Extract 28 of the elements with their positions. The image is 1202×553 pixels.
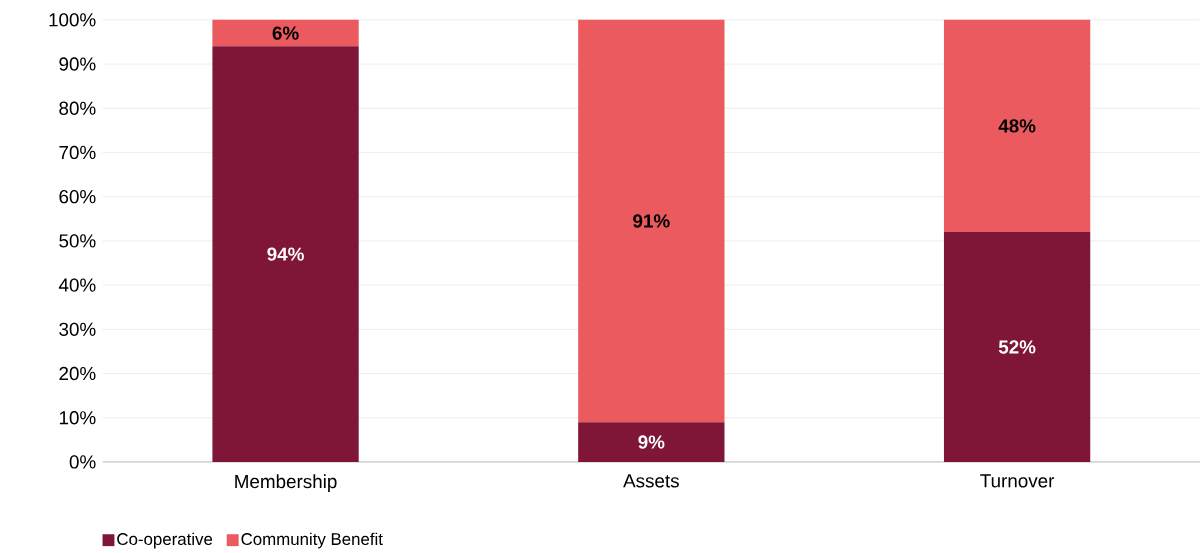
legend-label: Co-operative — [117, 532, 213, 549]
y-tick-label: 20% — [59, 366, 96, 381]
x-tick-label: Turnover — [980, 474, 1055, 488]
x-tick-label: Membership — [235, 474, 337, 492]
y-tick-label: 30% — [59, 322, 96, 336]
y-tick-label: 70% — [59, 145, 96, 160]
bar — [943, 231, 1091, 462]
y-tick-label: 60% — [59, 189, 96, 204]
data-label: 48% — [998, 119, 1036, 133]
y-tick-label: 40% — [58, 278, 96, 292]
data-label: 52% — [998, 340, 1036, 354]
y-tick-label: 90% — [59, 57, 96, 71]
bar — [212, 19, 359, 47]
x-tick-label: Assets — [623, 474, 679, 488]
data-label: 9% — [638, 435, 665, 449]
y-tick-label: 50% — [59, 234, 96, 248]
data-label: 6% — [272, 26, 299, 40]
y-tick-label: 0% — [69, 455, 96, 469]
bar — [578, 19, 725, 423]
y-tick-label: 10% — [59, 410, 96, 425]
bar — [578, 422, 725, 462]
bar — [943, 19, 1091, 232]
data-label: 94% — [267, 247, 304, 261]
bar — [212, 46, 359, 462]
legend-label: Community Benefit — [241, 532, 383, 549]
y-tick-label: 80% — [59, 101, 96, 115]
data-label: 91% — [633, 214, 670, 228]
y-tick-label: 100% — [49, 13, 96, 27]
